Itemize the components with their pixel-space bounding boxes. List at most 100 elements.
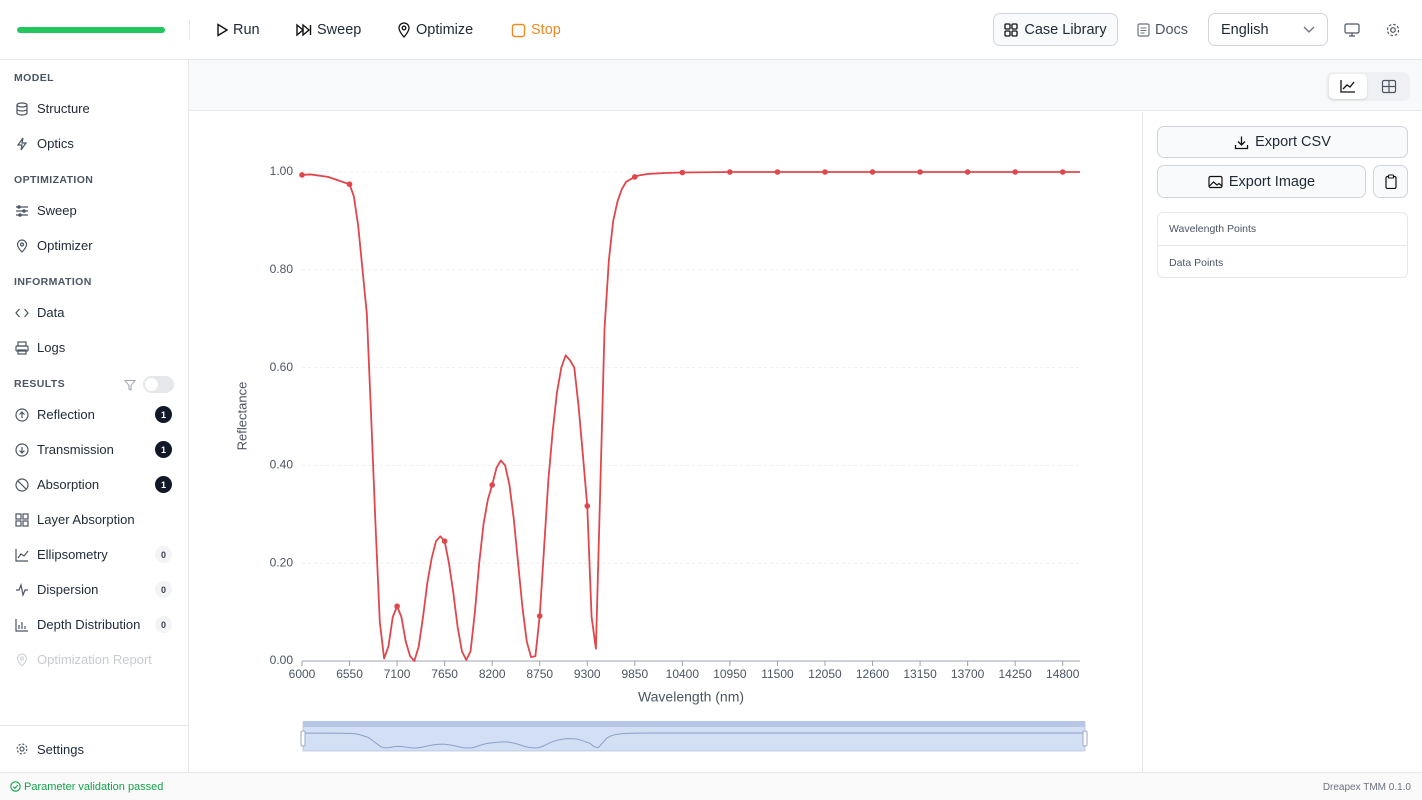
nav-item[interactable]: Ellipsometry 0 bbox=[0, 537, 188, 572]
nav-item[interactable]: Sweep bbox=[0, 193, 188, 228]
run-button[interactable]: Run bbox=[216, 20, 260, 40]
nav-label: Structure bbox=[37, 101, 90, 116]
x-tick-label: 6550 bbox=[336, 667, 363, 681]
nav-item[interactable]: Optics bbox=[0, 126, 188, 161]
toolbar: Run Sweep Optimize Stop Case Library Doc… bbox=[0, 0, 1422, 60]
optimize-button[interactable]: Optimize bbox=[397, 20, 473, 40]
nav-label: Data bbox=[37, 305, 65, 320]
view-tabs bbox=[189, 60, 1422, 111]
overview-handle bbox=[1082, 730, 1088, 747]
data-point bbox=[1012, 169, 1018, 175]
nav-label: Depth Distribution bbox=[37, 617, 141, 632]
copy-button[interactable] bbox=[1373, 165, 1408, 198]
nav-item[interactable]: Transmission 1 bbox=[0, 432, 188, 467]
chart-view-tab[interactable] bbox=[1329, 74, 1367, 99]
overview-line bbox=[302, 732, 1085, 749]
stop-button[interactable]: Stop bbox=[511, 20, 561, 40]
data-point bbox=[489, 482, 495, 488]
language-select[interactable]: English bbox=[1208, 13, 1328, 46]
nav-label: Logs bbox=[37, 340, 66, 355]
overview-top bbox=[303, 721, 1085, 727]
status-bar: Parameter validation passed Dreapex TMM … bbox=[0, 772, 1422, 800]
export-csv-button[interactable]: Export CSV bbox=[1157, 126, 1408, 158]
export-image-label: Export Image bbox=[1228, 173, 1316, 190]
data-point bbox=[822, 169, 828, 175]
sweep-label: Sweep bbox=[317, 22, 362, 38]
table-view-tab[interactable] bbox=[1370, 74, 1408, 99]
nav-item[interactable]: Depth Distribution 0 bbox=[0, 607, 188, 642]
count-badge: 0 bbox=[155, 581, 172, 598]
data-point bbox=[774, 169, 781, 175]
nav-item[interactable]: Absorption 1 bbox=[0, 467, 188, 502]
x-tick-label: 13700 bbox=[951, 667, 985, 681]
export-image-button[interactable]: Export Image bbox=[1157, 165, 1366, 198]
x-tick-label: 10400 bbox=[666, 667, 700, 681]
stats-row: Data Points181 bbox=[1158, 246, 1407, 279]
stats-table: Wavelength Points181Data Points181 bbox=[1157, 212, 1408, 278]
docs-label: Docs bbox=[1155, 22, 1189, 38]
nav-icon bbox=[15, 442, 29, 457]
nav-icon bbox=[15, 548, 29, 562]
nav-item[interactable]: Data bbox=[0, 295, 188, 330]
case-library-button[interactable]: Case Library bbox=[993, 13, 1118, 46]
y-tick-label: 0.80 bbox=[270, 262, 294, 276]
section-title: OPTIMIZATION bbox=[14, 174, 94, 186]
data-point bbox=[917, 169, 923, 175]
sidebar: MODEL Structure Optics OPTIMIZATION Sweep Opt… bbox=[0, 60, 189, 772]
nav-label: Dispersion bbox=[37, 582, 99, 597]
display-icon[interactable] bbox=[1344, 22, 1360, 38]
sidebar-footer: Settings bbox=[0, 725, 189, 772]
sweep-button[interactable]: Sweep bbox=[296, 20, 361, 40]
filter-icon[interactable] bbox=[124, 379, 136, 391]
section-title: MODEL bbox=[14, 72, 54, 84]
nav-item[interactable]: Layer Absorption bbox=[0, 502, 188, 537]
settings-label: Settings bbox=[37, 741, 84, 757]
nav-icon bbox=[15, 512, 29, 527]
nav-label: Layer Absorption bbox=[37, 512, 135, 527]
nav-icon bbox=[15, 308, 29, 317]
toggle[interactable] bbox=[143, 376, 174, 393]
count-badge: 0 bbox=[155, 546, 172, 563]
case-library-label: Case Library bbox=[1024, 21, 1107, 38]
optimize-label: Optimize bbox=[416, 22, 474, 38]
y-tick-label: 0.00 bbox=[270, 653, 294, 667]
nav-label: Absorption bbox=[37, 477, 100, 492]
overview-handle bbox=[300, 730, 306, 747]
x-tick-label: 14800 bbox=[1046, 667, 1080, 681]
nav-icon bbox=[15, 477, 29, 492]
nav-item[interactable]: Structure bbox=[0, 91, 188, 126]
run-label: Run bbox=[233, 22, 260, 38]
nav-icon bbox=[15, 407, 29, 422]
x-tick-label: 6000 bbox=[289, 667, 316, 681]
x-tick-label: 8750 bbox=[526, 667, 553, 681]
results-controls bbox=[124, 376, 174, 393]
progress-bar bbox=[17, 27, 165, 33]
nav-icon bbox=[16, 204, 28, 217]
x-tick-label: 7650 bbox=[431, 667, 458, 681]
data-point bbox=[869, 169, 876, 175]
data-point bbox=[964, 169, 971, 175]
x-tick-label: 7100 bbox=[384, 667, 411, 681]
docs-link[interactable]: Docs bbox=[1137, 20, 1188, 40]
nav-item[interactable]: Reflection 1 bbox=[0, 397, 188, 432]
data-point bbox=[632, 174, 638, 180]
data-line bbox=[301, 171, 1080, 662]
data-point bbox=[584, 503, 591, 509]
nav-item[interactable]: Optimizer bbox=[0, 228, 188, 263]
export-csv-label: Export CSV bbox=[1255, 134, 1331, 150]
y-tick-label: 1.00 bbox=[270, 164, 294, 178]
count-badge: 1 bbox=[155, 441, 172, 458]
data-point bbox=[299, 172, 305, 178]
nav-item[interactable]: Logs bbox=[0, 330, 188, 365]
nav-icon bbox=[16, 137, 28, 150]
settings-icon[interactable] bbox=[1385, 22, 1401, 38]
settings-item[interactable]: Settings bbox=[0, 726, 189, 772]
nav-icon bbox=[16, 652, 28, 667]
nav-icon bbox=[15, 618, 28, 632]
nav-item[interactable]: Dispersion 0 bbox=[0, 572, 188, 607]
language-label: English bbox=[1221, 21, 1269, 38]
nav-item: Optimization Report bbox=[0, 642, 188, 677]
count-badge: 1 bbox=[155, 406, 172, 423]
nav-label: Ellipsometry bbox=[37, 547, 108, 562]
